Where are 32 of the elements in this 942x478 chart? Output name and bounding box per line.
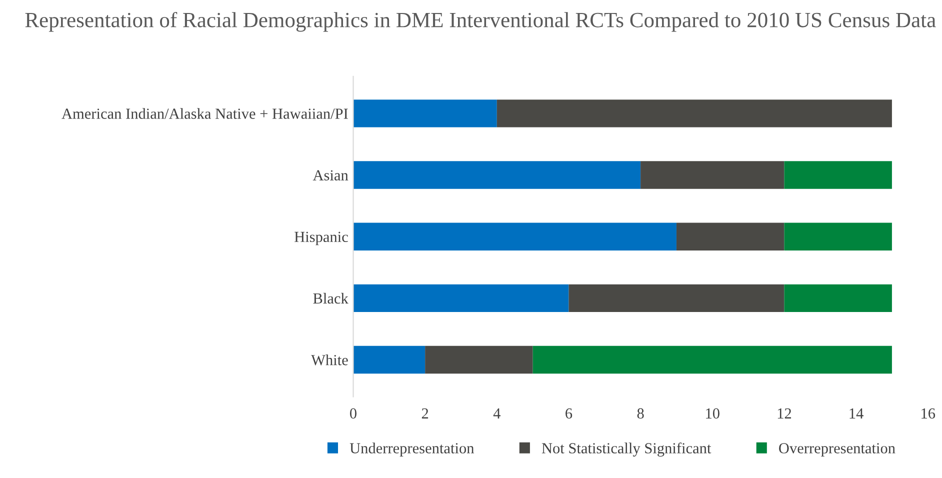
bar: [676, 222, 784, 250]
x-tick-label: 10: [706, 408, 720, 419]
bar: [353, 100, 497, 128]
x-tick-label: 8: [637, 408, 644, 419]
legend-label: Not Statistically Significant: [542, 442, 712, 457]
bar: [640, 161, 784, 189]
bar: [784, 222, 892, 250]
bar: [425, 346, 533, 374]
legend-label: Overrepresentation: [779, 443, 896, 457]
y-tick-label: Hispanic: [294, 232, 348, 246]
bar: [496, 100, 892, 128]
bar: [353, 284, 569, 312]
y-tick-label: White: [311, 354, 348, 366]
y-tick-label: American Indian/Alaska Native + Hawaiian/PI: [62, 108, 348, 119]
bar: [784, 161, 892, 189]
bar: [353, 346, 426, 374]
bar: [532, 346, 892, 374]
x-tick-label: 6: [566, 408, 572, 419]
bar: [784, 284, 892, 312]
x-tick-label: 2: [422, 408, 428, 418]
chart-title: Representation of Racial Demographics in DME Interventional RCTs Compared to 2010 US Census Data: [25, 12, 936, 32]
bar: [568, 284, 784, 312]
bar: [353, 222, 676, 250]
x-tick-label: 14: [850, 408, 864, 418]
x-tick-label: 4: [493, 408, 500, 418]
legend-label: Underrepresentation: [350, 442, 474, 457]
y-tick-label: Black: [313, 292, 348, 304]
x-tick-label: 0: [350, 408, 356, 419]
bar: [353, 161, 641, 189]
x-tick-label: 16: [922, 408, 936, 419]
y-tick-label: Asian: [312, 170, 348, 180]
x-tick-label: 12: [778, 408, 792, 418]
